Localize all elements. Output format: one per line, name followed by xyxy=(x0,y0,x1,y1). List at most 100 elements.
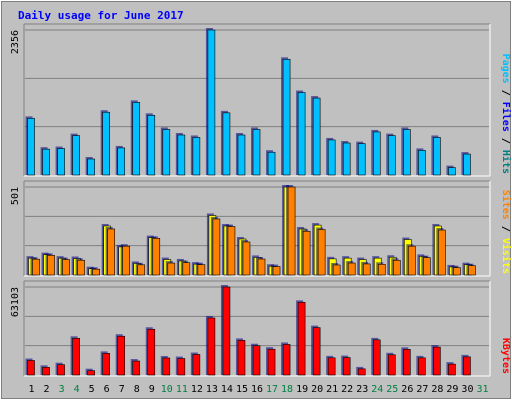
bar-hits-day-6 xyxy=(102,111,110,176)
day-label-11: 11 xyxy=(176,384,188,395)
bar-kbytes-day-8 xyxy=(132,360,141,376)
bar-sites-day-12 xyxy=(197,264,206,276)
day-label-12: 12 xyxy=(191,384,203,395)
day-label-16: 16 xyxy=(251,384,263,395)
bar-kbytes-day-13 xyxy=(207,317,216,376)
legend-entry-pages: Pages xyxy=(500,54,511,84)
bar-sites-day-18 xyxy=(287,186,296,276)
bar-kbytes-day-15 xyxy=(237,340,246,376)
legend-entry-hits: Hits xyxy=(500,150,512,174)
bar-hits-day-5 xyxy=(87,158,95,176)
legend-separator: / xyxy=(500,132,511,150)
bar-kbytes-day-23 xyxy=(357,368,366,376)
bar-kbytes-day-1 xyxy=(27,360,35,376)
day-label-18: 18 xyxy=(281,384,293,395)
panel-sites-visits: 501 Sites / Visits xyxy=(10,180,512,277)
bar-hits-day-22 xyxy=(342,142,351,176)
bar-sites-day-1 xyxy=(32,258,40,276)
panel-legend: Pages / Files / Hits xyxy=(500,54,512,174)
day-label-15: 15 xyxy=(236,384,248,395)
day-label-29: 29 xyxy=(446,384,458,395)
bar-sites-day-16 xyxy=(257,258,266,276)
bar-hits-day-28 xyxy=(433,137,441,176)
bar-hits-day-12 xyxy=(192,137,201,176)
day-label-1: 1 xyxy=(29,384,35,395)
day-label-27: 27 xyxy=(416,384,428,395)
bar-hits-day-14 xyxy=(222,112,231,176)
bar-hits-day-29 xyxy=(448,167,456,176)
chart-panels: 2356 Pages / Files / Hits 501 Sites / Visit… xyxy=(10,23,512,377)
day-label-3: 3 xyxy=(59,384,65,395)
bar-sites-day-21 xyxy=(332,264,341,276)
bar-hits-day-11 xyxy=(177,134,186,176)
bar-kbytes-day-26 xyxy=(403,349,411,376)
bar-hits-day-16 xyxy=(252,129,261,176)
day-label-25: 25 xyxy=(386,384,398,395)
bar-hits-day-13 xyxy=(207,29,216,176)
bar-sites-day-10 xyxy=(167,262,176,276)
bar-sites-day-30 xyxy=(468,265,476,276)
legend-entry-sites: Sites xyxy=(500,190,512,220)
panel-legend: Sites / Visits xyxy=(500,190,512,274)
bar-hits-day-9 xyxy=(147,115,156,176)
bar-hits-day-23 xyxy=(357,143,366,176)
bar-sites-day-28 xyxy=(438,229,446,276)
bar-kbytes-day-29 xyxy=(448,363,456,376)
bar-kbytes-day-18 xyxy=(282,344,291,376)
bar-sites-day-17 xyxy=(272,266,281,276)
bar-kbytes-day-16 xyxy=(252,345,261,376)
day-label-2: 2 xyxy=(44,384,50,395)
bar-sites-day-23 xyxy=(362,263,371,276)
bar-kbytes-day-30 xyxy=(463,356,471,376)
bar-hits-day-7 xyxy=(117,147,126,176)
panel-kbytes: 63103 KBytes xyxy=(10,280,511,377)
bar-kbytes-day-22 xyxy=(342,357,351,376)
day-label-13: 13 xyxy=(206,384,218,395)
panel-pages-files-hits: 2356 Pages / Files / Hits xyxy=(10,23,512,177)
bar-kbytes-day-14 xyxy=(222,286,231,376)
y-max-label: 501 xyxy=(10,187,21,205)
day-label-19: 19 xyxy=(296,384,308,395)
bar-kbytes-day-4 xyxy=(72,338,80,376)
bar-sites-day-4 xyxy=(77,259,85,276)
bar-sites-day-29 xyxy=(453,267,461,276)
bar-hits-day-27 xyxy=(418,150,426,176)
bar-kbytes-day-12 xyxy=(192,354,201,376)
bar-kbytes-day-3 xyxy=(57,364,65,376)
legend-entry-kbytes: KBytes xyxy=(500,338,511,374)
bar-kbytes-day-24 xyxy=(372,339,381,376)
bar-sites-day-24 xyxy=(377,263,386,276)
bar-hits-day-15 xyxy=(237,134,246,176)
day-label-23: 23 xyxy=(356,384,368,395)
legend-entry-files: Files xyxy=(500,102,512,132)
bar-kbytes-day-21 xyxy=(327,357,336,376)
bar-sites-day-3 xyxy=(62,259,70,276)
bar-sites-day-2 xyxy=(47,255,55,276)
bar-kbytes-day-28 xyxy=(433,346,441,376)
bar-sites-day-15 xyxy=(242,241,251,276)
bar-hits-day-17 xyxy=(267,151,276,176)
bar-kbytes-day-19 xyxy=(297,302,306,376)
bar-kbytes-day-27 xyxy=(418,357,426,376)
panel-legend: KBytes xyxy=(500,338,511,374)
series-hits xyxy=(25,28,471,176)
day-label-26: 26 xyxy=(401,384,413,395)
bar-sites-day-27 xyxy=(423,257,431,276)
bar-kbytes-day-10 xyxy=(162,357,171,376)
bar-sites-day-25 xyxy=(392,259,401,276)
day-label-30: 30 xyxy=(461,384,473,395)
bar-sites-day-14 xyxy=(227,226,236,276)
day-label-20: 20 xyxy=(311,384,323,395)
bar-hits-day-26 xyxy=(403,129,411,176)
day-label-10: 10 xyxy=(161,384,173,395)
series-kbytes xyxy=(25,285,471,376)
bar-hits-day-10 xyxy=(162,129,171,176)
day-label-21: 21 xyxy=(326,384,338,395)
bar-kbytes-day-5 xyxy=(87,370,95,376)
legend-entry-visits: Visits xyxy=(500,238,512,274)
day-label-22: 22 xyxy=(341,384,353,395)
bar-hits-day-30 xyxy=(463,153,471,176)
bar-kbytes-day-7 xyxy=(117,335,126,376)
